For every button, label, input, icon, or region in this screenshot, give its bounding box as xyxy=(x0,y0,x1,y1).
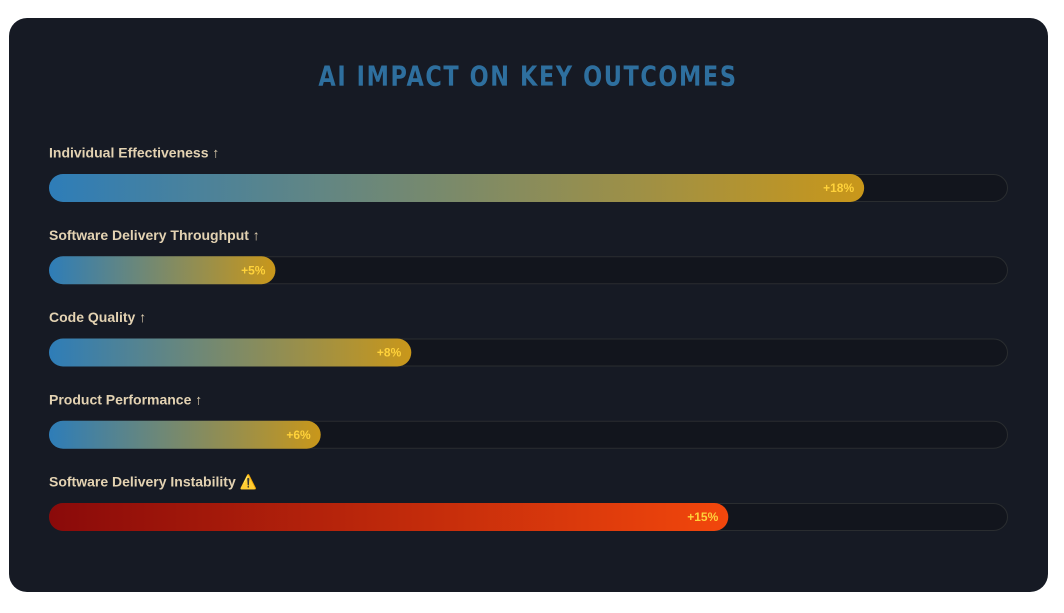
bar xyxy=(49,420,321,449)
value-label: +8% xyxy=(377,346,402,360)
value-label: +5% xyxy=(241,263,266,277)
category-label: Software Delivery Instability ⚠️ xyxy=(49,474,257,491)
category-label: Software Delivery Throughput ↑ xyxy=(49,227,260,243)
bar xyxy=(49,338,412,367)
value-label: +15% xyxy=(687,510,718,524)
value-label: +6% xyxy=(286,428,311,442)
chart-title: AI IMPACT ON KEY OUTCOMES xyxy=(318,59,737,92)
bar xyxy=(49,256,276,285)
bar xyxy=(49,503,729,531)
value-label: +18% xyxy=(823,181,854,195)
category-label: Product Performance ↑ xyxy=(49,391,202,407)
bar xyxy=(49,174,865,202)
category-label: Individual Effectiveness ↑ xyxy=(49,145,219,161)
category-label: Code Quality ↑ xyxy=(49,309,146,325)
